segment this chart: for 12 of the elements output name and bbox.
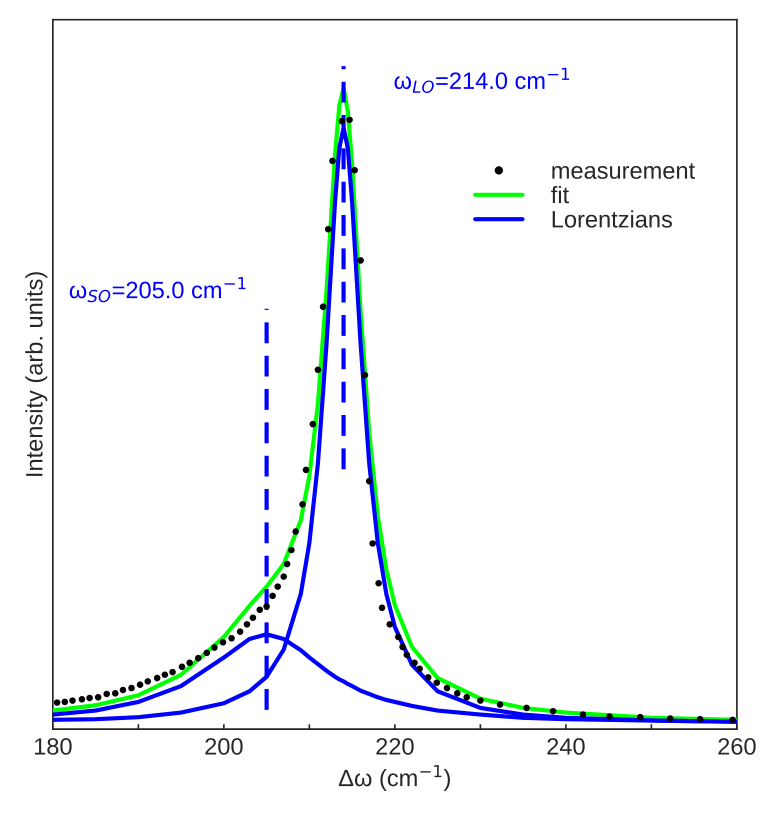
x-axis-title: Δω (cm$^{−1}$)	[338, 765, 450, 791]
legend-label: Lorentzians	[552, 210, 672, 228]
legend-label: measurement	[552, 163, 695, 179]
x-tick-label: 220	[376, 738, 414, 755]
x-tick-label: 200	[205, 738, 243, 755]
x-tick-label: 240	[547, 738, 585, 755]
annotation: ω$_{LO}$=214.0 cm$^{−1}$	[394, 68, 570, 93]
annotation: ω$_{SO}$=205.0 cm$^{−1}$	[70, 277, 246, 302]
legend-label: fit	[551, 186, 569, 204]
y-axis-title: Intensity (arb. units)	[25, 272, 48, 476]
x-tick-label: 180	[34, 738, 72, 755]
x-tick-label: 260	[718, 738, 756, 755]
